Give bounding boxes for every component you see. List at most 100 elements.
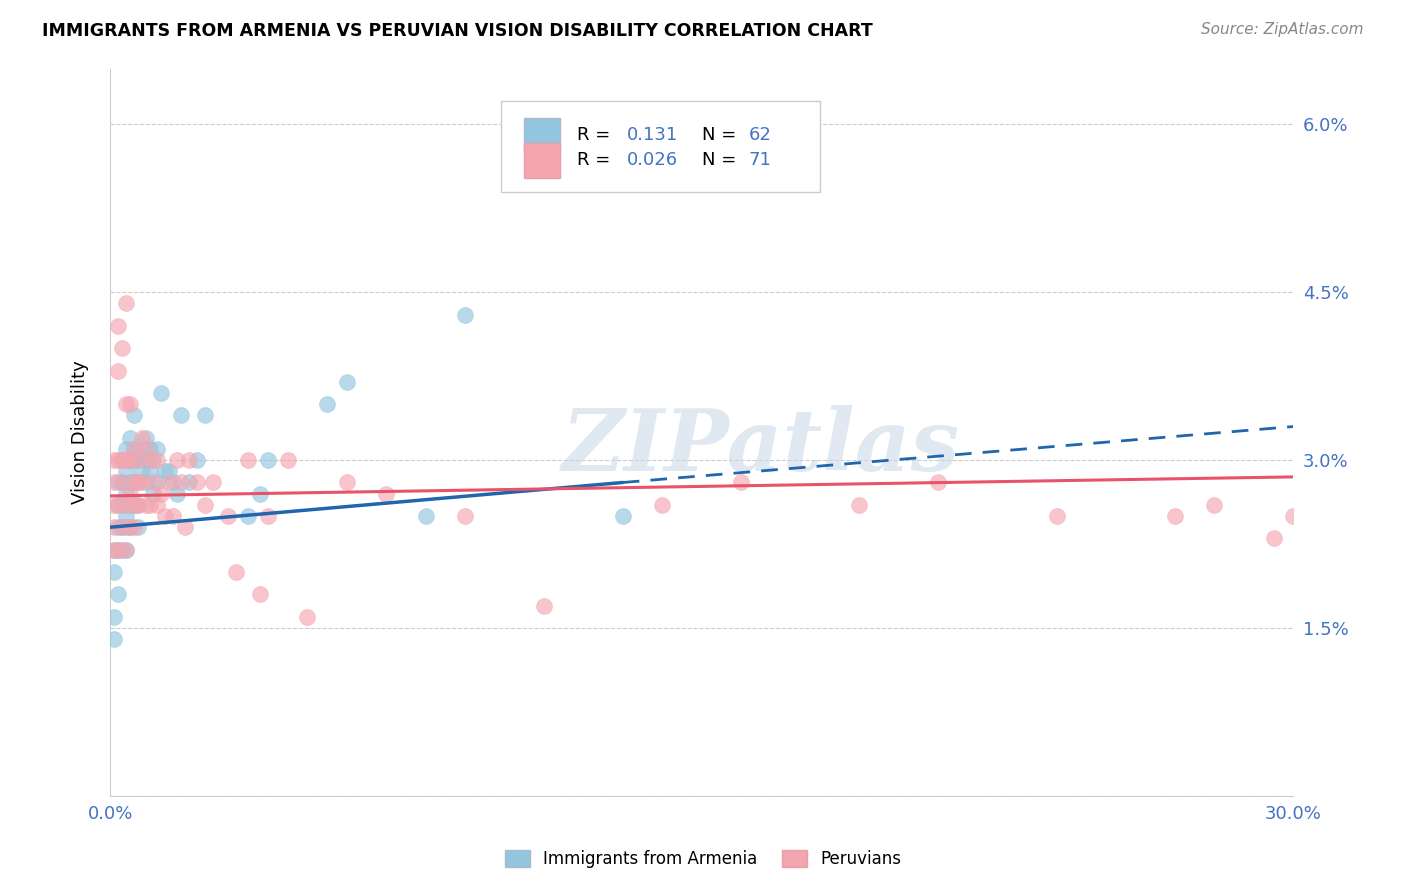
Point — [107, 363, 129, 377]
Text: Source: ZipAtlas.com: Source: ZipAtlas.com — [1201, 22, 1364, 37]
Point — [115, 464, 138, 478]
Text: IMMIGRANTS FROM ARMENIA VS PERUVIAN VISION DISABILITY CORRELATION CHART: IMMIGRANTS FROM ARMENIA VS PERUVIAN VISI… — [42, 22, 873, 40]
Point — [111, 453, 134, 467]
Point — [111, 520, 134, 534]
Point — [122, 498, 145, 512]
Point — [150, 486, 173, 500]
Point — [146, 453, 169, 467]
Point — [127, 453, 149, 467]
Point — [170, 409, 193, 423]
Point — [150, 386, 173, 401]
Point — [118, 431, 141, 445]
Text: 71: 71 — [749, 151, 772, 169]
Point — [122, 409, 145, 423]
Point — [146, 442, 169, 456]
Point — [118, 475, 141, 490]
Point — [1045, 509, 1067, 524]
Point — [138, 498, 160, 512]
Point — [115, 486, 138, 500]
Point — [138, 453, 160, 467]
Point — [375, 486, 398, 500]
Point — [103, 475, 125, 490]
Point — [127, 520, 149, 534]
Point — [127, 475, 149, 490]
Point — [612, 509, 634, 524]
Point — [122, 498, 145, 512]
Point — [107, 453, 129, 467]
Point — [194, 498, 217, 512]
Point — [166, 453, 188, 467]
Point — [135, 475, 157, 490]
Point — [118, 486, 141, 500]
Legend: Immigrants from Armenia, Peruvians: Immigrants from Armenia, Peruvians — [498, 843, 908, 875]
Point — [103, 453, 125, 467]
Point — [118, 498, 141, 512]
Text: 0.026: 0.026 — [627, 151, 678, 169]
Point — [166, 486, 188, 500]
Point — [115, 498, 138, 512]
Point — [127, 498, 149, 512]
Point — [118, 520, 141, 534]
Point — [142, 486, 165, 500]
Point — [157, 475, 180, 490]
Point — [127, 453, 149, 467]
Point — [162, 475, 184, 490]
Point — [236, 453, 259, 467]
Point — [138, 464, 160, 478]
Text: N =: N = — [702, 127, 741, 145]
Point — [131, 475, 153, 490]
Point — [107, 498, 129, 512]
Point — [336, 375, 359, 389]
Point — [103, 542, 125, 557]
Point — [115, 542, 138, 557]
Point — [135, 442, 157, 456]
Y-axis label: Vision Disability: Vision Disability — [72, 360, 89, 504]
Point — [297, 609, 319, 624]
Point — [103, 542, 125, 557]
Point — [115, 520, 138, 534]
Point — [177, 475, 200, 490]
FancyBboxPatch shape — [524, 118, 560, 153]
Point — [107, 475, 129, 490]
Point — [131, 442, 153, 456]
Point — [103, 565, 125, 579]
Point — [122, 453, 145, 467]
Point — [138, 442, 160, 456]
Point — [135, 453, 157, 467]
Point — [186, 475, 208, 490]
Point — [107, 318, 129, 333]
Point — [848, 498, 870, 512]
Text: R =: R = — [578, 127, 616, 145]
Point — [118, 453, 141, 467]
Point — [174, 520, 197, 534]
FancyBboxPatch shape — [524, 143, 560, 178]
Point — [115, 542, 138, 557]
Point — [162, 509, 184, 524]
Point — [256, 509, 278, 524]
Text: R =: R = — [578, 151, 616, 169]
Point — [107, 542, 129, 557]
Point — [107, 587, 129, 601]
Point — [155, 464, 177, 478]
Point — [217, 509, 239, 524]
Point — [131, 431, 153, 445]
Point — [118, 453, 141, 467]
Point — [1263, 532, 1285, 546]
Point — [103, 632, 125, 647]
Point — [454, 509, 477, 524]
Point — [122, 475, 145, 490]
Point — [256, 453, 278, 467]
Point — [115, 509, 138, 524]
Point — [142, 453, 165, 467]
Point — [277, 453, 299, 467]
Point — [194, 409, 217, 423]
Point — [111, 475, 134, 490]
Point — [115, 296, 138, 310]
Point — [316, 397, 339, 411]
Point — [111, 520, 134, 534]
Point — [155, 509, 177, 524]
Point — [111, 341, 134, 355]
Point — [146, 498, 169, 512]
Point — [107, 520, 129, 534]
Point — [127, 498, 149, 512]
